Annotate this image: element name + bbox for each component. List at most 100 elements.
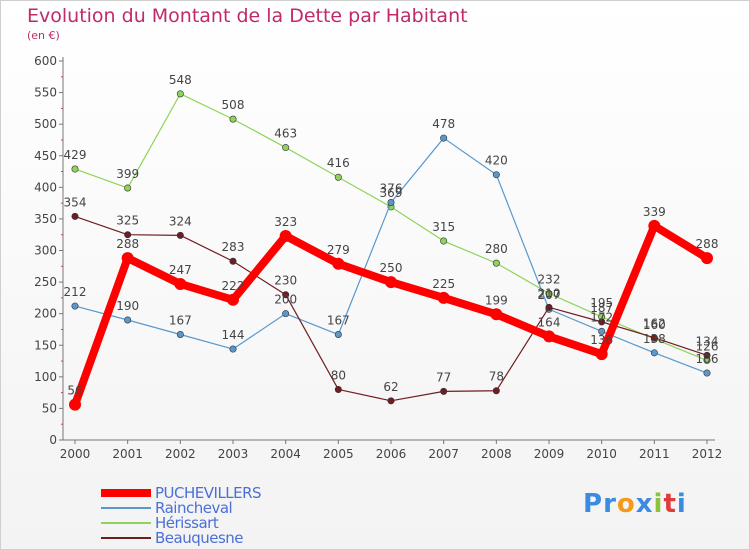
data-label: 324 xyxy=(169,214,192,228)
data-label: 508 xyxy=(222,98,245,112)
logo-letter: t xyxy=(663,489,677,519)
data-label: 222 xyxy=(222,279,245,293)
data-label: 232 xyxy=(538,272,561,286)
data-label: 325 xyxy=(116,214,139,228)
y-tick-label: 150 xyxy=(34,338,57,352)
data-label: 207 xyxy=(538,288,561,302)
x-tick-label: 2008 xyxy=(481,447,512,461)
data-label: 288 xyxy=(696,237,719,251)
data-label: 212 xyxy=(64,285,87,299)
data-label: 138 xyxy=(643,332,666,346)
data-label: 160 xyxy=(643,318,666,332)
y-tick-label: 550 xyxy=(34,86,57,100)
data-label: 288 xyxy=(116,237,139,251)
data-point xyxy=(124,316,132,324)
data-label: 199 xyxy=(485,293,508,307)
proxiti-logo: Proxiti xyxy=(583,489,687,519)
data-point xyxy=(334,173,342,181)
data-point xyxy=(176,231,184,239)
data-point xyxy=(440,237,448,245)
x-tick-label: 2007 xyxy=(428,447,459,461)
data-label: 429 xyxy=(64,148,87,162)
data-label: 354 xyxy=(64,195,87,209)
y-tick-label: 50 xyxy=(42,401,57,415)
data-point xyxy=(545,303,553,311)
data-label: 172 xyxy=(590,310,613,324)
legend-swatch-puchevillers xyxy=(101,489,151,497)
data-label: 195 xyxy=(590,296,613,310)
data-label: 167 xyxy=(327,314,350,328)
data-label: 210 xyxy=(538,286,561,300)
data-point xyxy=(545,289,553,297)
x-tick-label: 2000 xyxy=(60,447,91,461)
data-label: 369 xyxy=(380,186,403,200)
logo-letter: x xyxy=(635,489,654,519)
y-tick-label: 500 xyxy=(34,117,57,131)
data-point xyxy=(282,144,290,152)
data-label: 144 xyxy=(222,328,245,342)
data-label: 187 xyxy=(590,301,613,315)
data-point xyxy=(176,90,184,98)
data-point xyxy=(124,184,132,192)
data-point xyxy=(543,330,555,343)
data-point xyxy=(703,351,711,359)
data-point xyxy=(282,291,290,299)
data-label: 126 xyxy=(696,339,719,353)
y-tick-label: 350 xyxy=(34,212,57,226)
data-point xyxy=(385,276,397,289)
data-point xyxy=(650,349,658,357)
data-label: 376 xyxy=(380,181,403,195)
data-point xyxy=(71,302,79,310)
y-tick-label: 200 xyxy=(34,307,57,321)
legend-item-beauquesne: Beauquesne xyxy=(101,529,341,547)
y-tick-label: 300 xyxy=(34,244,57,258)
y-tick-label: 100 xyxy=(34,370,57,384)
chart-title: Evolution du Montant de la Dette par Hab… xyxy=(27,5,468,27)
data-label: 78 xyxy=(489,370,504,384)
data-point xyxy=(174,277,187,290)
data-point xyxy=(437,291,450,304)
data-label: 77 xyxy=(436,370,451,384)
data-label: 190 xyxy=(116,299,139,313)
data-point xyxy=(701,252,713,265)
data-point xyxy=(229,345,237,353)
legend: PUCHEVILLERS Raincheval Hérissart Beauqu… xyxy=(101,484,341,547)
data-label: 280 xyxy=(485,242,508,256)
data-point xyxy=(71,165,79,173)
legend-label-raincheval: Raincheval xyxy=(155,499,233,517)
x-tick-label: 2011 xyxy=(639,447,670,461)
data-label: 478 xyxy=(432,117,455,131)
data-label: 56 xyxy=(67,384,82,398)
data-label: 225 xyxy=(432,277,455,291)
data-label: 250 xyxy=(380,261,403,275)
data-label: 164 xyxy=(538,315,561,329)
data-label: 420 xyxy=(485,154,508,168)
data-point xyxy=(598,327,606,335)
logo-letter: P xyxy=(583,489,604,519)
x-tick-label: 2002 xyxy=(165,447,196,461)
y-tick-label: 600 xyxy=(34,54,57,68)
data-label: 106 xyxy=(696,352,719,366)
legend-label-puchevillers: PUCHEVILLERS xyxy=(155,484,262,502)
data-point xyxy=(227,293,239,306)
data-label: 167 xyxy=(169,314,192,328)
data-point xyxy=(492,259,500,267)
data-point xyxy=(176,331,184,339)
data-point xyxy=(650,334,658,342)
data-point xyxy=(229,257,237,265)
y-tick-label: 0 xyxy=(49,433,57,447)
legend-label-beauquesne: Beauquesne xyxy=(155,529,244,547)
logo-letter: o xyxy=(616,489,636,519)
data-point xyxy=(387,198,395,206)
data-point xyxy=(492,387,500,395)
data-label: 80 xyxy=(331,368,346,382)
data-point xyxy=(440,387,448,395)
data-label: 136 xyxy=(590,333,613,347)
x-tick-label: 2003 xyxy=(218,447,249,461)
y-unit-label: (en €) xyxy=(27,29,60,42)
legend-label-herissart: Hérissart xyxy=(155,514,219,532)
data-point xyxy=(332,257,345,270)
x-tick-label: 2012 xyxy=(692,447,723,461)
data-label: 399 xyxy=(116,167,139,181)
